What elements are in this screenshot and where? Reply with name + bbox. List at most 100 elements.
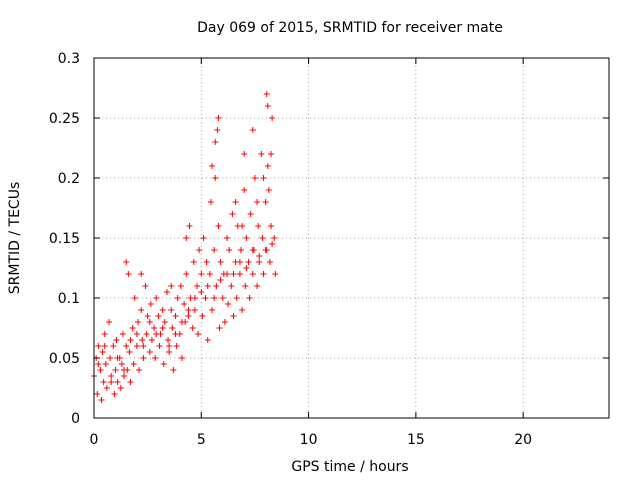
data-point <box>153 295 160 301</box>
data-point <box>178 319 185 325</box>
data-point <box>269 115 276 121</box>
data-point <box>169 325 176 331</box>
data-point <box>221 319 228 325</box>
data-point <box>199 313 206 319</box>
x-tick-label: 20 <box>514 432 532 448</box>
data-point <box>126 349 133 355</box>
data-point <box>224 235 231 241</box>
data-point <box>155 313 162 319</box>
data-point <box>245 259 252 265</box>
data-point <box>249 271 256 277</box>
data-point <box>203 259 210 265</box>
data-point <box>170 367 177 373</box>
data-point <box>211 295 218 301</box>
data-point <box>209 307 216 313</box>
data-point <box>260 271 267 277</box>
data-point <box>103 385 110 391</box>
data-point <box>142 283 149 289</box>
data-point <box>272 271 279 277</box>
data-point <box>241 187 248 193</box>
data-point <box>249 127 256 133</box>
data-point <box>168 307 175 313</box>
data-point <box>211 247 218 253</box>
data-point <box>101 343 108 349</box>
data-point <box>110 343 117 349</box>
data-point <box>198 271 205 277</box>
data-point <box>102 361 109 367</box>
data-point <box>268 223 275 229</box>
data-point <box>183 235 190 241</box>
data-point <box>119 331 126 337</box>
data-point <box>151 325 158 331</box>
data-point <box>190 259 197 265</box>
data-point <box>215 115 222 121</box>
data-point <box>172 313 179 319</box>
data-point <box>185 313 192 319</box>
data-point <box>207 199 214 205</box>
data-point <box>146 319 153 325</box>
data-point <box>233 295 240 301</box>
data-point <box>140 355 147 361</box>
data-point <box>143 331 150 337</box>
data-point <box>186 223 193 229</box>
data-point <box>264 103 271 109</box>
data-point <box>125 271 132 277</box>
data-point <box>265 187 272 193</box>
data-point <box>254 199 261 205</box>
data-point <box>139 337 146 343</box>
data-point <box>224 271 231 277</box>
data-point <box>226 247 233 253</box>
data-point <box>263 91 270 97</box>
data-point <box>112 367 119 373</box>
data-point <box>138 271 145 277</box>
data-point <box>185 307 192 313</box>
data-point <box>249 247 256 253</box>
data-point <box>189 325 196 331</box>
data-point <box>127 379 134 385</box>
data-point <box>144 313 151 319</box>
chart-title: Day 069 of 2015, SRMTID for receiver mat… <box>197 20 503 36</box>
data-point <box>118 361 125 367</box>
data-point <box>160 361 167 367</box>
data-point <box>123 343 130 349</box>
data-point <box>123 259 130 265</box>
data-point <box>172 331 179 337</box>
data-point <box>130 361 137 367</box>
data-point <box>98 397 105 403</box>
data-point <box>259 235 266 241</box>
x-tick-label: 0 <box>90 432 99 448</box>
data-point <box>271 235 278 241</box>
data-point <box>94 391 101 397</box>
data-point <box>204 283 211 289</box>
data-point <box>251 175 258 181</box>
data-point <box>236 259 243 265</box>
data-point <box>196 247 203 253</box>
y-tick-label: 0.2 <box>58 171 80 187</box>
y-tick-label: 0.05 <box>49 351 80 367</box>
data-point <box>262 199 269 205</box>
data-point <box>247 211 254 217</box>
data-point <box>133 343 140 349</box>
data-point <box>163 289 170 295</box>
data-point <box>95 343 102 349</box>
data-point <box>127 337 134 343</box>
data-point <box>107 355 114 361</box>
data-point <box>114 379 121 385</box>
data-point <box>138 307 145 313</box>
data-point <box>200 235 207 241</box>
data-point <box>219 295 226 301</box>
data-point <box>212 175 219 181</box>
data-point <box>214 127 221 133</box>
y-tick-label: 0.15 <box>49 231 80 247</box>
data-point <box>232 199 239 205</box>
x-axis-label: GPS time / hours <box>291 459 408 475</box>
data-point <box>242 283 249 289</box>
data-point <box>181 301 188 307</box>
data-point <box>168 283 175 289</box>
data-points <box>91 91 279 403</box>
data-point <box>266 259 273 265</box>
data-point <box>239 223 246 229</box>
data-point <box>166 349 173 355</box>
data-point <box>198 289 205 295</box>
